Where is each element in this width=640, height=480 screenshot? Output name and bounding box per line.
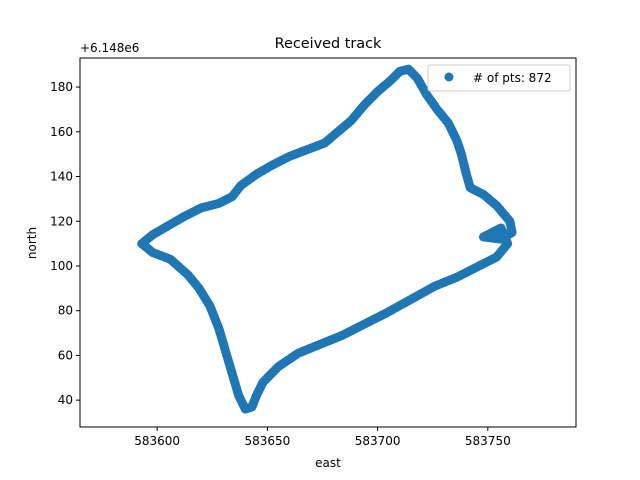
- y-tick-label: 120: [50, 214, 73, 228]
- plot-frame: [79, 57, 577, 428]
- y-tick-label: 80: [58, 304, 73, 318]
- x-tick-label: 583650: [244, 434, 290, 448]
- y-tick-label: 40: [58, 393, 73, 407]
- legend-label: # of pts: 872: [473, 71, 552, 85]
- y-tick-label: 140: [50, 170, 73, 184]
- x-tick-label: 583750: [465, 434, 511, 448]
- y-axis-title: north: [25, 227, 39, 259]
- scatter-points: [137, 64, 517, 414]
- y-tick-label: 180: [50, 80, 73, 94]
- x-axis: 583600 583650 583700 583750: [134, 427, 511, 448]
- legend: # of pts: 872: [427, 64, 571, 92]
- y-tick-label: 100: [50, 259, 73, 273]
- x-axis-title: east: [315, 456, 341, 470]
- y-tick-label: 160: [50, 125, 73, 139]
- legend-box: [427, 64, 571, 92]
- chart-title: Received track: [275, 36, 382, 52]
- x-tick-label: 583600: [134, 434, 180, 448]
- data-point: [138, 240, 148, 250]
- y-offset-label: +6.148e6: [80, 41, 139, 55]
- y-axis: 40 60 80 100 120 140 160 180: [50, 80, 80, 407]
- legend-marker: [444, 72, 454, 82]
- y-tick-label: 60: [58, 348, 73, 362]
- x-tick-label: 583700: [355, 434, 401, 448]
